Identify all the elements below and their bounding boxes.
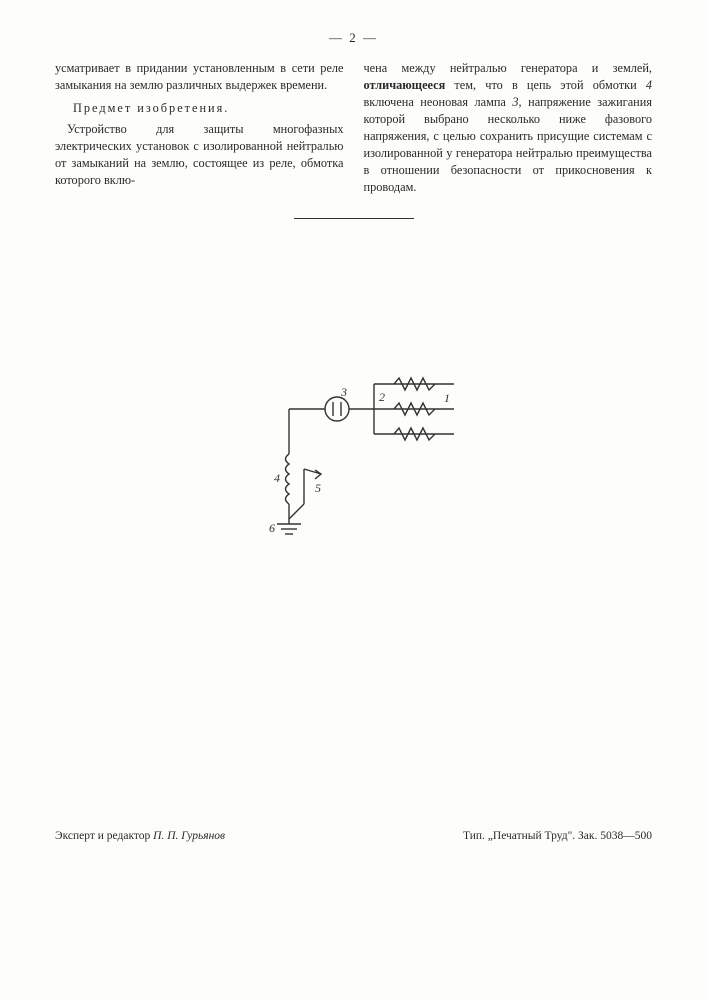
footer-left: Эксперт и редактор П. П. Гурьянов (55, 830, 225, 842)
text-columns: усматривает в придании установленным в с… (55, 60, 652, 200)
label-3: 3 (340, 385, 347, 399)
section-heading: Предмет изобретения. (55, 100, 344, 117)
label-5: 5 (315, 481, 321, 495)
section-divider (294, 218, 414, 219)
label-2: 2 (379, 390, 385, 404)
label-4: 4 (274, 471, 280, 485)
footer-right: Тип. „Печатный Труд". Зак. 5038—500 (463, 830, 652, 842)
column-right: чена между нейтралью генератора и зем­ле… (364, 60, 653, 200)
label-1: 1 (444, 391, 450, 405)
left-p1: усматривает в придании установленным в с… (55, 60, 344, 94)
left-p2: Устройство для защиты многофазных электр… (55, 121, 344, 189)
right-p1: чена между нейтралью генератора и зем­ле… (364, 60, 653, 196)
footer: Эксперт и редактор П. П. Гурьянов Тип. „… (55, 830, 652, 842)
circuit-figure: 1 2 3 4 5 6 (55, 374, 652, 569)
page-number: — 2 — (55, 30, 652, 46)
circuit-svg: 1 2 3 4 5 6 (249, 374, 459, 564)
label-6: 6 (269, 521, 275, 535)
column-left: усматривает в придании установленным в с… (55, 60, 344, 200)
